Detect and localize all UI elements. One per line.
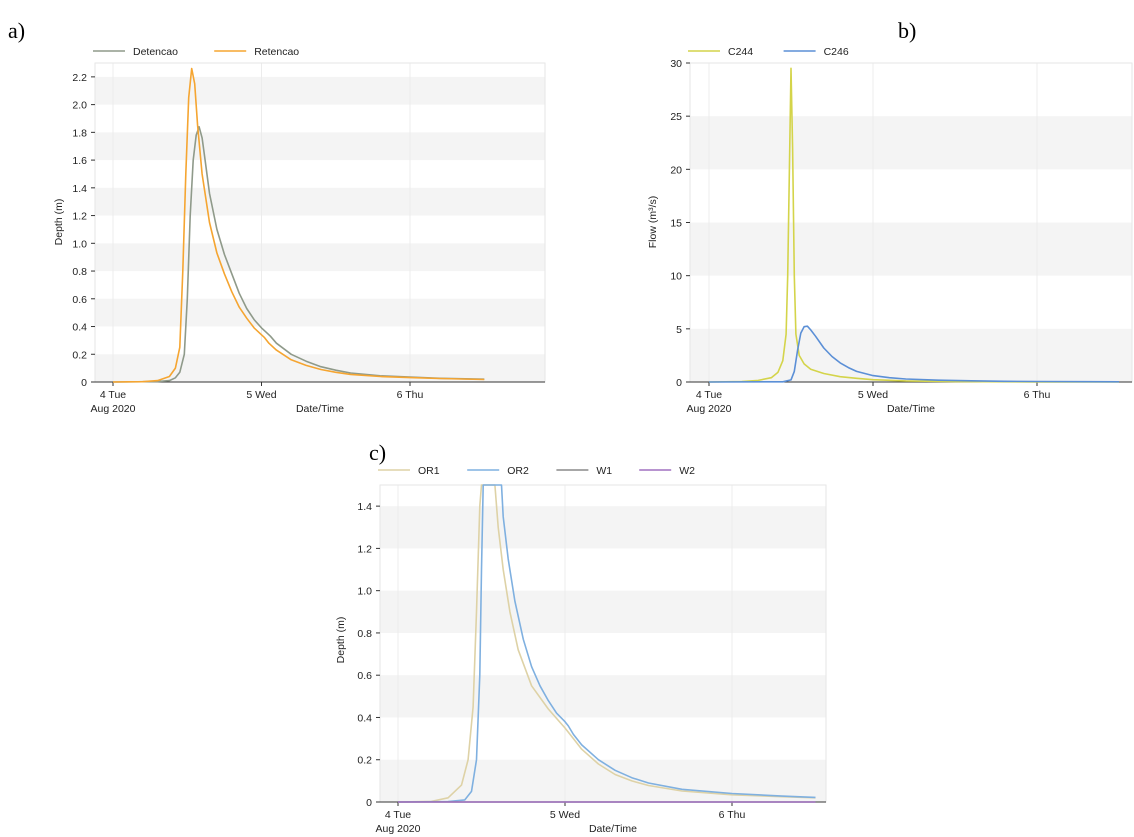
grid-band bbox=[690, 328, 1132, 382]
legend-label: C244 bbox=[728, 46, 753, 58]
y-tick-label: 1.4 bbox=[357, 501, 372, 513]
legend-label: Retencao bbox=[254, 46, 299, 58]
series-line-detencao bbox=[112, 126, 485, 383]
x-axis-title: Date/Time bbox=[296, 403, 344, 415]
x-tick-label: 5 Wed bbox=[550, 809, 580, 821]
y-axis-title: Flow (m³/s) bbox=[647, 196, 659, 249]
grid-band bbox=[690, 222, 1132, 276]
x-subtick-label: Aug 2020 bbox=[687, 403, 732, 415]
series-line-or2 bbox=[397, 484, 816, 803]
y-tick-label: 0.8 bbox=[72, 266, 87, 278]
legend-label: Detencao bbox=[133, 46, 178, 58]
y-tick-label: 2.2 bbox=[72, 72, 87, 84]
y-tick-label: 0.6 bbox=[72, 294, 87, 306]
y-axis-title: Depth (m) bbox=[335, 617, 347, 664]
series-line-c246 bbox=[708, 325, 1120, 383]
grid-band bbox=[95, 132, 545, 161]
y-tick-label: 0.6 bbox=[357, 670, 372, 682]
x-tick-label: 5 Wed bbox=[246, 389, 276, 401]
x-tick-label: 6 Thu bbox=[1024, 389, 1051, 401]
legend-label: W1 bbox=[596, 465, 612, 477]
series-line-retencao bbox=[112, 67, 485, 383]
x-tick-label: 5 Wed bbox=[858, 389, 888, 401]
panel-label: b) bbox=[898, 18, 916, 43]
y-tick-label: 1.6 bbox=[72, 155, 87, 167]
legend-label: OR2 bbox=[507, 465, 529, 477]
y-tick-label: 5 bbox=[676, 324, 682, 336]
chart-panel-1: a) 0 0.2 0.4 0.6 0.8 1.0 1.2 1.4 1.6 1.8 2.0 2.2 4 Tu… bbox=[8, 18, 546, 415]
y-tick-label: 0 bbox=[676, 377, 682, 389]
x-subtick-label: Aug 2020 bbox=[91, 403, 136, 415]
y-tick-label: 0 bbox=[81, 377, 87, 389]
legend-label: C246 bbox=[824, 46, 849, 58]
series-line-c244 bbox=[708, 67, 1120, 383]
y-tick-label: 0.4 bbox=[357, 712, 372, 724]
grid-band bbox=[95, 354, 545, 382]
y-tick-label: 0 bbox=[366, 797, 372, 809]
y-tick-label: 10 bbox=[670, 271, 682, 283]
grid-band bbox=[95, 298, 545, 327]
grid-band bbox=[95, 243, 545, 272]
x-subtick-label: Aug 2020 bbox=[376, 823, 421, 835]
x-tick-label: 4 Tue bbox=[385, 809, 411, 821]
y-tick-label: 0.2 bbox=[357, 755, 372, 767]
y-tick-label: 0.2 bbox=[72, 349, 87, 361]
x-tick-label: 4 Tue bbox=[696, 389, 722, 401]
y-tick-label: 1.0 bbox=[357, 586, 372, 598]
y-tick-label: 1.2 bbox=[357, 543, 372, 555]
y-tick-label: 20 bbox=[670, 164, 682, 176]
grid-band bbox=[380, 675, 826, 718]
x-axis-title: Date/Time bbox=[887, 403, 935, 415]
chart-panel-3: c) 0 0.2 0.4 0.6 0.8 1.0 1.2 1.4 4 Tue 5 Wed 6 Thu A… bbox=[335, 440, 827, 835]
plot-frame bbox=[94, 62, 546, 383]
y-axis-title: Depth (m) bbox=[53, 199, 65, 246]
chart-panel-2: b) 0 5 10 15 20 25 30 4 Tue 5 Wed 6 Thu Aug 2020 Dat… bbox=[647, 18, 1133, 415]
x-tick-label: 6 Thu bbox=[719, 809, 746, 821]
panel-label: c) bbox=[369, 440, 386, 465]
series-line-or1 bbox=[397, 484, 816, 803]
y-tick-label: 1.2 bbox=[72, 211, 87, 223]
y-tick-label: 1.8 bbox=[72, 127, 87, 139]
y-tick-label: 1.0 bbox=[72, 238, 87, 250]
grid-band bbox=[95, 187, 545, 216]
y-tick-label: 30 bbox=[670, 58, 682, 70]
y-tick-label: 15 bbox=[670, 218, 682, 230]
x-axis-title: Date/Time bbox=[589, 823, 637, 835]
x-tick-label: 4 Tue bbox=[100, 389, 126, 401]
grid-band bbox=[95, 76, 545, 105]
y-tick-label: 25 bbox=[670, 111, 682, 123]
legend-label: W2 bbox=[679, 465, 695, 477]
x-tick-label: 6 Thu bbox=[397, 389, 424, 401]
grid-band bbox=[690, 116, 1132, 170]
grid-band bbox=[380, 590, 826, 633]
panel-label: a) bbox=[8, 18, 25, 43]
y-tick-label: 0.8 bbox=[357, 628, 372, 640]
y-tick-label: 0.4 bbox=[72, 322, 87, 334]
y-tick-label: 1.4 bbox=[72, 183, 87, 195]
y-tick-label: 2.0 bbox=[72, 100, 87, 112]
grid-band bbox=[380, 506, 826, 549]
legend-label: OR1 bbox=[418, 465, 440, 477]
